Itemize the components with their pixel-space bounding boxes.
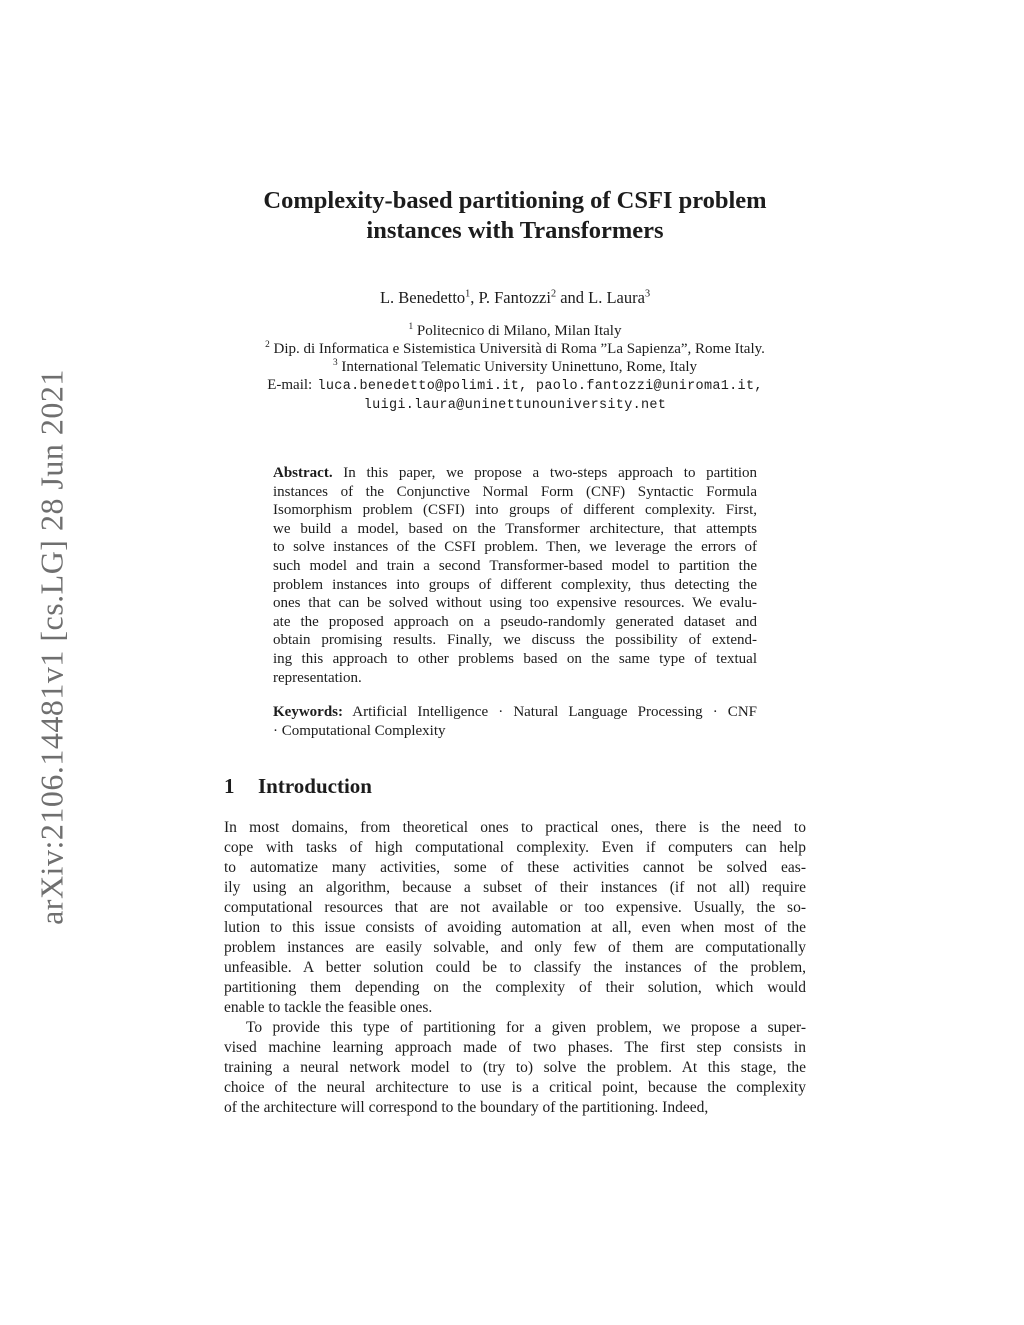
section-title: Introduction	[258, 774, 372, 799]
author-name: , P. Fantozzi	[470, 288, 551, 307]
block-label: Abstract.	[273, 465, 333, 481]
text-line: In most domains, from theoretical ones t…	[224, 819, 806, 837]
affiliation-marker: 1	[408, 322, 414, 332]
email-addresses: luigi.laura@uninettunouniversity.net	[363, 397, 667, 413]
text-line: vised machine learning approach made of …	[224, 1039, 806, 1057]
affiliations-block: 1 Politecnico di Milano, Milan Italy 2 Di…	[224, 322, 806, 376]
text-line: Complexity-based partitioning of CSFI pr…	[263, 187, 767, 214]
text-line: ones that can be solved without using to…	[273, 595, 757, 612]
text-line: Abstract. In this paper, we propose a tw…	[273, 465, 757, 481]
text-line: choice of the neural architecture to use…	[224, 1079, 806, 1097]
intro-paragraph: In most domains, from theoretical ones t…	[224, 818, 806, 1018]
arxiv-watermark: arXiv:2106.14481v1 [cs.LG] 28 Jun 2021	[33, 369, 70, 925]
authors-line: L. Benedetto1, P. Fantozzi2 and L. Laura…	[224, 286, 806, 309]
text-line: to solve instances of the CSFI problem. …	[273, 539, 757, 556]
section-heading-introduction: 1 Introduction	[224, 773, 806, 799]
text-line: representation.	[273, 669, 362, 686]
paper-page: Complexity-based partitioning of CSFI pr…	[224, 0, 806, 1118]
affiliation-line: 2 Dip. di Informatica e Sistemistica Uni…	[265, 340, 765, 357]
block-label: Keywords:	[273, 704, 343, 721]
email-label: E-mail:	[267, 377, 313, 393]
email-addresses: luca.benedetto@polimi.it, paolo.fantozzi…	[317, 379, 763, 394]
keywords-section: Keywords: Artificial Intelligence · Natu…	[273, 703, 757, 740]
text-line: Isomorphism problem (CSFI) into groups o…	[273, 502, 757, 519]
text-line: computational resources that are not ava…	[224, 899, 806, 917]
affiliation-marker: 2	[265, 340, 270, 350]
text-line: training a neural network model to (try …	[224, 1059, 806, 1077]
author-affiliation-marker: 3	[644, 288, 651, 300]
intro-paragraph: To provide this type of partitioning for…	[224, 1018, 806, 1118]
text-line: unfeasible. A better solution could be t…	[224, 959, 806, 977]
text-line: to automatize many activities, some of t…	[224, 859, 806, 877]
affiliation-marker: 3	[332, 358, 338, 368]
paper-title: Complexity-based partitioning of CSFI pr…	[224, 186, 806, 246]
text-line: ily using an algorithm, because a subset…	[224, 879, 806, 897]
text-line: cope with tasks of high computational co…	[224, 839, 806, 857]
text-line: enable to tackle the feasible ones.	[224, 999, 433, 1017]
text-line: lution to this issue consists of avoidin…	[224, 919, 806, 937]
author-name: L. Benedetto	[379, 288, 466, 307]
intro-paragraphs: In most domains, from theoretical ones t…	[224, 818, 806, 1118]
text-line: · Computational Complexity	[273, 722, 446, 739]
text-line: instances of the Conjunctive Normal Form…	[273, 483, 757, 500]
text-line: To provide this type of partitioning for…	[246, 1019, 806, 1037]
text-line: ate the proposed approach on a pseudo-ra…	[273, 613, 757, 630]
text-line: problem instances are easily solvable, a…	[224, 939, 806, 957]
text-line: of the architecture will correspond to t…	[224, 1099, 709, 1117]
text-line: partitioning them depending on the compl…	[224, 979, 806, 997]
text-line: problem instances into groups of differe…	[273, 576, 757, 593]
text-line: such model and train a second Transforme…	[273, 557, 757, 574]
email-line: E-mail: luca.benedetto@polimi.it, paolo.f…	[224, 376, 806, 397]
text-line: Keywords: Artificial Intelligence · Natu…	[273, 704, 757, 721]
text-line: ing this approach to other problems base…	[273, 650, 757, 667]
affiliation-line: 3 International Telematic University Uni…	[332, 358, 698, 375]
affiliation-line: 1 Politecnico di Milano, Milan Italy	[408, 322, 622, 339]
section-number: 1	[224, 774, 235, 799]
abstract-section: Abstract. In this paper, we propose a tw…	[273, 464, 757, 687]
text-line: obtain promising results. Finally, we di…	[273, 632, 757, 649]
author-affiliation-marker: 1	[465, 288, 471, 300]
text-line: we build a model, based on the Transform…	[273, 520, 757, 537]
author-affiliation-marker: 2	[550, 288, 557, 300]
text-line: instances with Transformers	[366, 217, 664, 244]
author-name: and L. Laura	[556, 288, 645, 307]
